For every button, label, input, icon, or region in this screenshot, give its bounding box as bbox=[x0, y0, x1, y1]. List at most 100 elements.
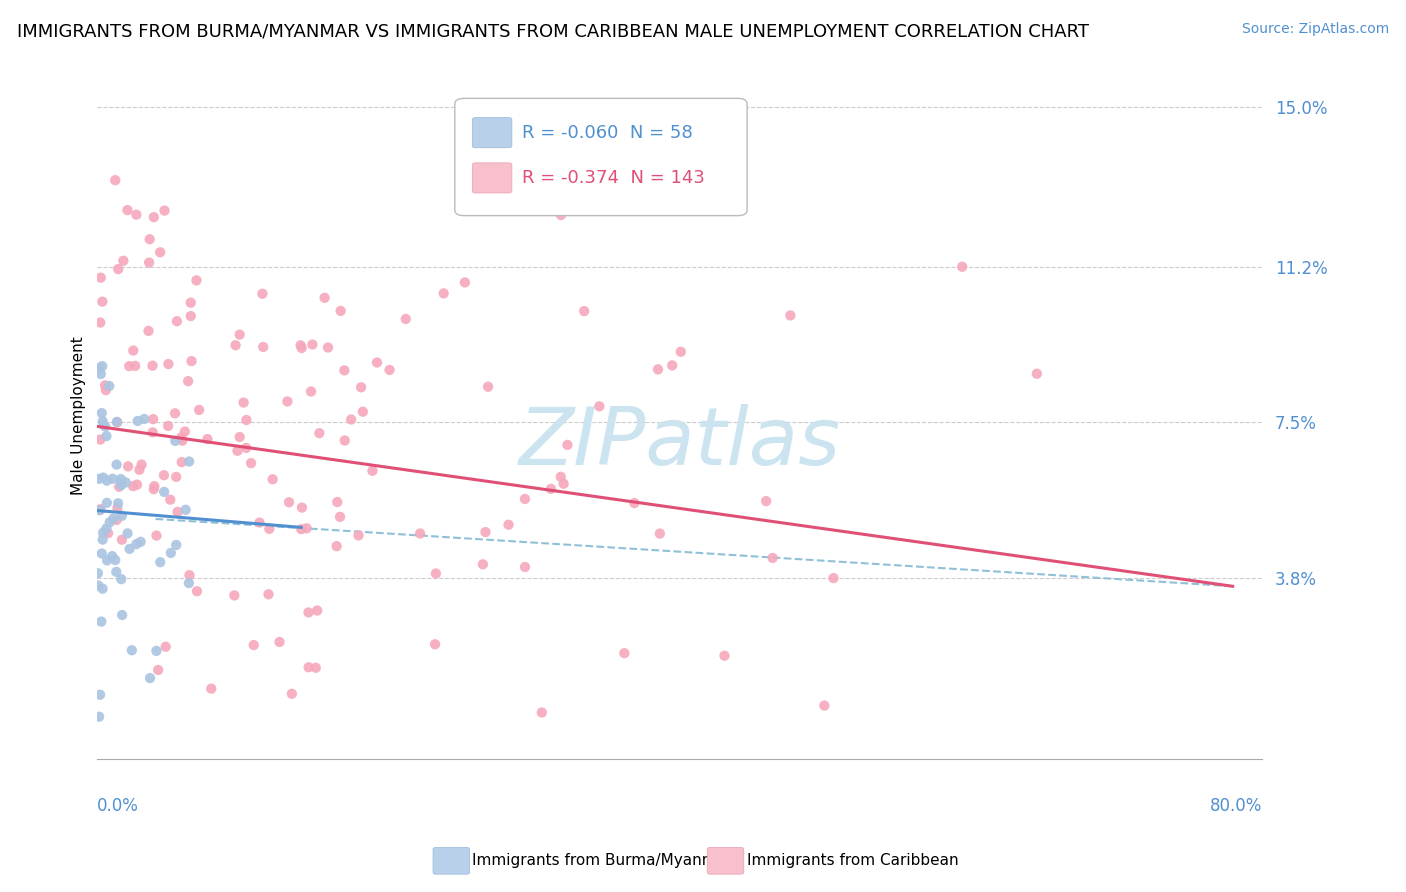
Point bbox=[813, 698, 835, 713]
Point bbox=[96, 429, 118, 443]
Text: Immigrants from Caribbean: Immigrants from Caribbean bbox=[747, 854, 959, 868]
Point bbox=[96, 553, 118, 567]
Point bbox=[329, 304, 352, 318]
Point bbox=[290, 338, 312, 352]
Text: ZIPatlas: ZIPatlas bbox=[519, 404, 841, 483]
Point bbox=[122, 479, 145, 493]
Point bbox=[149, 245, 172, 260]
Point bbox=[111, 533, 134, 547]
Point bbox=[111, 607, 134, 622]
Point bbox=[326, 495, 349, 509]
Point bbox=[269, 635, 291, 649]
Point bbox=[98, 379, 121, 393]
Point bbox=[240, 456, 263, 470]
Point bbox=[142, 482, 165, 496]
Point bbox=[134, 412, 156, 426]
Point bbox=[762, 550, 785, 565]
Point bbox=[173, 425, 195, 439]
Point bbox=[755, 494, 778, 508]
Point bbox=[89, 433, 111, 447]
Point bbox=[90, 270, 112, 285]
Point bbox=[224, 588, 246, 602]
Point bbox=[124, 359, 146, 373]
Point bbox=[165, 538, 187, 552]
Point bbox=[179, 568, 201, 582]
Point bbox=[471, 558, 494, 572]
FancyBboxPatch shape bbox=[472, 118, 512, 148]
Text: Source: ZipAtlas.com: Source: ZipAtlas.com bbox=[1241, 22, 1389, 37]
Point bbox=[89, 503, 111, 517]
Point bbox=[107, 496, 129, 510]
Point bbox=[87, 361, 110, 376]
Point bbox=[138, 324, 160, 338]
Point bbox=[142, 425, 165, 440]
Point bbox=[166, 314, 188, 328]
Point bbox=[226, 443, 249, 458]
Point bbox=[307, 603, 329, 617]
Point bbox=[138, 255, 160, 269]
Point bbox=[94, 383, 117, 397]
Point bbox=[153, 484, 176, 499]
Point bbox=[165, 470, 187, 484]
Point bbox=[111, 508, 134, 523]
Text: R = -0.060  N = 58: R = -0.060 N = 58 bbox=[523, 124, 693, 142]
FancyBboxPatch shape bbox=[472, 163, 512, 193]
Point bbox=[114, 475, 136, 490]
Point bbox=[165, 434, 187, 448]
Point bbox=[257, 587, 280, 601]
Point bbox=[96, 521, 118, 535]
Point bbox=[299, 384, 322, 399]
Point bbox=[295, 521, 318, 535]
Point bbox=[117, 459, 139, 474]
Point bbox=[94, 419, 117, 434]
Point bbox=[105, 513, 128, 527]
Point bbox=[454, 276, 477, 290]
Point bbox=[91, 294, 114, 309]
Point bbox=[105, 458, 128, 472]
Point bbox=[333, 434, 356, 448]
Point bbox=[648, 526, 671, 541]
Point bbox=[105, 501, 128, 516]
Point bbox=[177, 576, 200, 591]
Point bbox=[90, 615, 112, 629]
Point bbox=[125, 537, 148, 551]
Point bbox=[172, 434, 194, 448]
Point bbox=[157, 357, 180, 371]
Point bbox=[180, 354, 202, 368]
Text: 80.0%: 80.0% bbox=[1209, 797, 1261, 814]
Point bbox=[557, 438, 579, 452]
Point bbox=[301, 337, 323, 351]
Point bbox=[145, 528, 167, 542]
Point bbox=[329, 509, 352, 524]
Point bbox=[170, 455, 193, 469]
Point bbox=[395, 312, 418, 326]
Point bbox=[101, 472, 124, 486]
Point bbox=[180, 309, 202, 323]
Point bbox=[308, 426, 330, 441]
Point bbox=[340, 412, 363, 426]
Point bbox=[179, 454, 201, 468]
Point bbox=[623, 496, 645, 510]
Point bbox=[104, 173, 127, 187]
Point bbox=[779, 309, 801, 323]
Point bbox=[228, 327, 250, 342]
Point bbox=[118, 359, 141, 373]
Point bbox=[87, 566, 110, 581]
Point bbox=[242, 638, 264, 652]
Point bbox=[89, 316, 111, 330]
Point bbox=[498, 517, 520, 532]
Point bbox=[90, 547, 112, 561]
Point bbox=[121, 643, 143, 657]
Point bbox=[433, 286, 456, 301]
Point bbox=[550, 470, 572, 484]
Point bbox=[305, 661, 328, 675]
Point bbox=[228, 430, 250, 444]
Point bbox=[142, 412, 165, 426]
Point bbox=[160, 546, 183, 560]
Point bbox=[647, 362, 669, 376]
Point bbox=[104, 553, 127, 567]
Point bbox=[477, 380, 499, 394]
Point bbox=[145, 644, 167, 658]
Point bbox=[669, 344, 692, 359]
Point bbox=[163, 406, 186, 420]
